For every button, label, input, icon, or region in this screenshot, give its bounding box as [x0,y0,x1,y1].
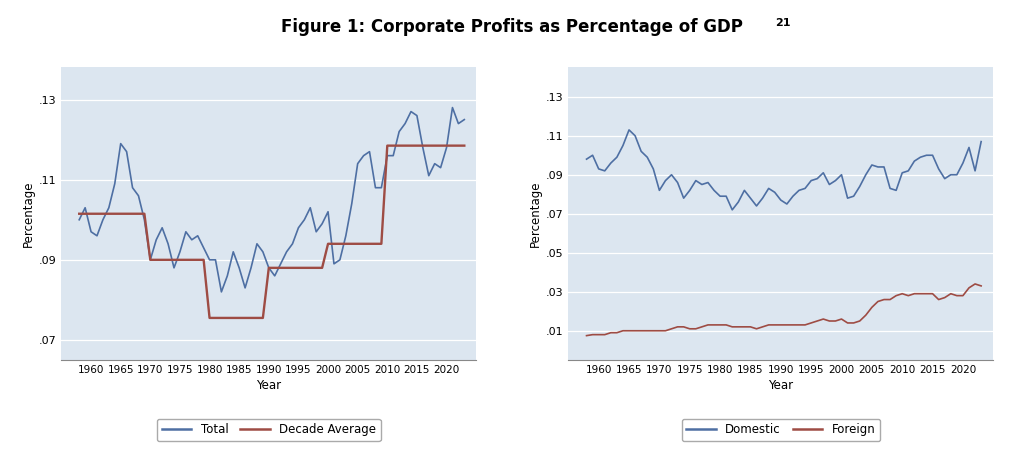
Decade Average [375,241,387,247]
Domestic [975,139,987,144]
Decade Average [316,265,329,270]
Total [245,265,257,270]
Decade Average [257,315,269,321]
Decade Average [204,315,216,321]
Line: Foreign: Foreign [587,284,981,336]
Text: Figure 1: Corporate Profits as Percentage of GDP: Figure 1: Corporate Profits as Percentag… [281,18,743,36]
Domestic [902,168,914,174]
Decade Average [458,143,470,148]
Total [215,289,227,295]
Total [458,117,470,122]
Total [251,241,263,247]
Total [102,205,115,211]
Decade Average [198,257,210,262]
Domestic [726,207,738,212]
Decade Average [262,265,274,270]
Decade Average [73,211,85,216]
Foreign [701,322,714,328]
Domestic [769,189,781,195]
Domestic [708,188,720,193]
Total [381,153,393,158]
Legend: Total, Decade Average: Total, Decade Average [157,418,381,441]
Total [73,217,85,222]
Foreign [890,293,902,298]
Domestic [684,188,696,193]
Domestic [763,186,775,191]
Line: Decade Average: Decade Average [79,146,464,318]
Foreign [581,333,593,338]
Line: Domestic: Domestic [587,130,981,210]
Domestic [581,157,593,162]
Total [191,233,204,238]
Foreign [678,324,690,329]
Line: Total: Total [79,108,464,292]
Foreign [610,330,623,335]
Foreign [944,291,956,297]
Domestic [610,154,623,160]
X-axis label: Year: Year [768,379,794,392]
Foreign [975,283,987,288]
Decade Average [138,211,151,216]
Legend: Domestic, Foreign: Domestic, Foreign [682,418,880,441]
X-axis label: Year: Year [256,379,282,392]
Domestic [623,127,635,133]
Y-axis label: Percentage: Percentage [528,180,542,247]
Decade Average [381,143,393,148]
Y-axis label: Percentage: Percentage [22,180,35,247]
Decade Average [322,241,334,247]
Text: 21: 21 [775,18,791,28]
Total [446,105,459,110]
Decade Average [144,257,157,262]
Foreign [969,281,981,287]
Foreign [751,326,763,332]
Total [168,265,180,270]
